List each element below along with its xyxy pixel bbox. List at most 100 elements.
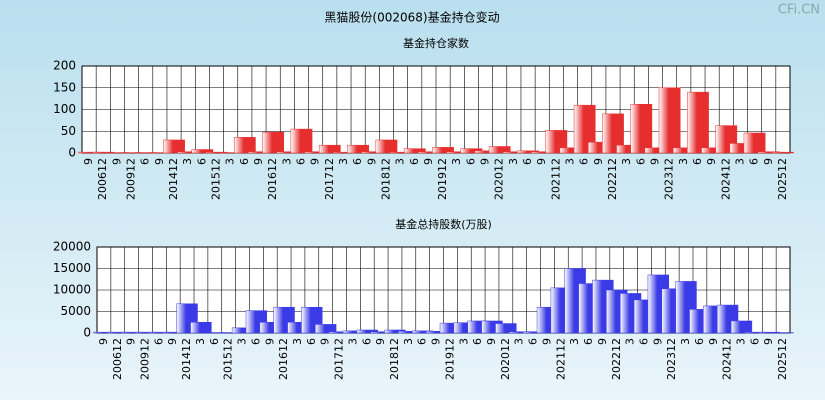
x-tick-label: 201912 — [443, 338, 456, 380]
y-tick-label: 200 — [53, 59, 76, 73]
x-tick-label: 202412 — [721, 338, 734, 380]
x-tick-label: 202512 — [776, 338, 789, 380]
x-tick-label: 201812 — [379, 158, 392, 200]
x-tick-label: 9 — [592, 158, 605, 165]
x-tick-label: 6 — [139, 158, 152, 165]
x-tick-label: 9 — [319, 338, 332, 345]
x-tick-label: 9 — [596, 338, 609, 345]
x-tick-label: 3 — [564, 158, 577, 165]
x-tick-label: 201712 — [333, 338, 346, 380]
x-tick-label: 6 — [195, 158, 208, 165]
x-tick-label: 202012 — [493, 158, 506, 200]
x-tick-label: 6 — [360, 338, 373, 345]
x-tick-label: 201512 — [222, 338, 235, 380]
y-tick-label: 20000 — [53, 240, 91, 254]
x-tick-label: 9 — [153, 158, 166, 165]
x-tick-label: 6 — [634, 158, 647, 165]
x-tick-label: 6 — [208, 338, 221, 345]
x-tick-label: 3 — [624, 338, 637, 345]
x-tick-label: 9 — [540, 338, 553, 345]
x-tick-label: 6 — [416, 338, 429, 345]
x-tick-label: 9 — [762, 338, 775, 345]
y-tick-label: 50 — [61, 124, 76, 138]
x-tick-label: 9 — [485, 338, 498, 345]
x-tick-label: 201712 — [323, 158, 336, 200]
bar — [191, 149, 214, 154]
x-tick-label: 9 — [309, 158, 322, 165]
bar — [318, 144, 341, 154]
subplot-title: 基金总持股数(万股) — [395, 217, 492, 231]
watermark: CFi.CN — [778, 3, 820, 18]
x-tick-label: 9 — [651, 338, 664, 345]
y-tick-label: 10000 — [53, 283, 91, 297]
bar — [573, 104, 596, 154]
chart-title: 黑猫股份(002068)基金持仓变动 — [324, 10, 499, 25]
x-tick-label: 9 — [374, 338, 387, 345]
x-tick-label: 9 — [422, 158, 435, 165]
x-tick-label: 3 — [337, 158, 350, 165]
bar — [190, 322, 212, 334]
x-tick-label: 3 — [568, 338, 581, 345]
x-tick-label: 6 — [305, 338, 318, 345]
x-tick-label: 200612 — [96, 158, 109, 200]
bar — [315, 324, 337, 334]
x-tick-label: 3 — [291, 338, 304, 345]
x-tick-label: 6 — [578, 158, 591, 165]
x-tick-label: 6 — [521, 158, 534, 165]
x-tick-label: 201912 — [436, 158, 449, 200]
x-tick-label: 3 — [450, 158, 463, 165]
y-tick-label: 15000 — [53, 261, 91, 275]
y-tick-label: 150 — [53, 80, 76, 94]
x-tick-label: 6 — [238, 158, 251, 165]
x-tick-label: 6 — [351, 158, 364, 165]
x-tick-label: 3 — [679, 338, 692, 345]
x-tick-label: 201612 — [266, 158, 279, 200]
x-tick-label: 6 — [527, 338, 540, 345]
x-tick-label: 6 — [748, 338, 761, 345]
x-tick-label: 9 — [110, 158, 123, 165]
x-tick-label: 201412 — [167, 158, 180, 200]
x-tick-label: 6 — [637, 338, 650, 345]
x-tick-label: 201612 — [277, 338, 290, 380]
x-tick-label: 3 — [620, 158, 633, 165]
x-tick-label: 200912 — [139, 338, 152, 380]
x-tick-label: 201812 — [388, 338, 401, 380]
x-tick-label: 3 — [394, 158, 407, 165]
x-tick-label: 3 — [236, 338, 249, 345]
x-tick-label: 9 — [97, 338, 110, 345]
x-tick-label: 6 — [464, 158, 477, 165]
bar — [545, 130, 568, 154]
bar — [347, 144, 369, 154]
bar — [488, 146, 511, 154]
bar — [375, 139, 398, 154]
x-tick-label: 9 — [479, 158, 492, 165]
x-tick-label: 6 — [471, 338, 484, 345]
x-tick-label: 202112 — [549, 158, 562, 200]
x-tick-label: 202512 — [776, 158, 789, 200]
x-tick-label: 9 — [535, 158, 548, 165]
subplot-title: 基金持仓家数 — [403, 36, 469, 50]
x-tick-label: 9 — [263, 338, 276, 345]
x-tick-label: 6 — [748, 158, 761, 165]
x-tick-label: 9 — [762, 158, 775, 165]
bar — [233, 137, 256, 154]
x-tick-label: 200612 — [111, 338, 124, 380]
x-tick-label: 3 — [181, 158, 194, 165]
x-tick-label: 3 — [402, 338, 415, 345]
x-tick-label: 6 — [408, 158, 421, 165]
x-tick-label: 6 — [693, 338, 706, 345]
x-tick-label: 9 — [125, 338, 138, 345]
bar — [730, 320, 753, 334]
bar — [432, 147, 454, 154]
bar — [495, 323, 517, 334]
bar — [687, 91, 709, 154]
x-tick-label: 3 — [457, 338, 470, 345]
y-tick-label: 100 — [53, 102, 76, 116]
bar — [658, 87, 681, 154]
x-tick-label: 201512 — [210, 158, 223, 200]
x-tick-label: 9 — [648, 158, 661, 165]
bar — [772, 151, 794, 154]
x-tick-label: 3 — [733, 158, 746, 165]
x-tick-label: 3 — [677, 158, 690, 165]
